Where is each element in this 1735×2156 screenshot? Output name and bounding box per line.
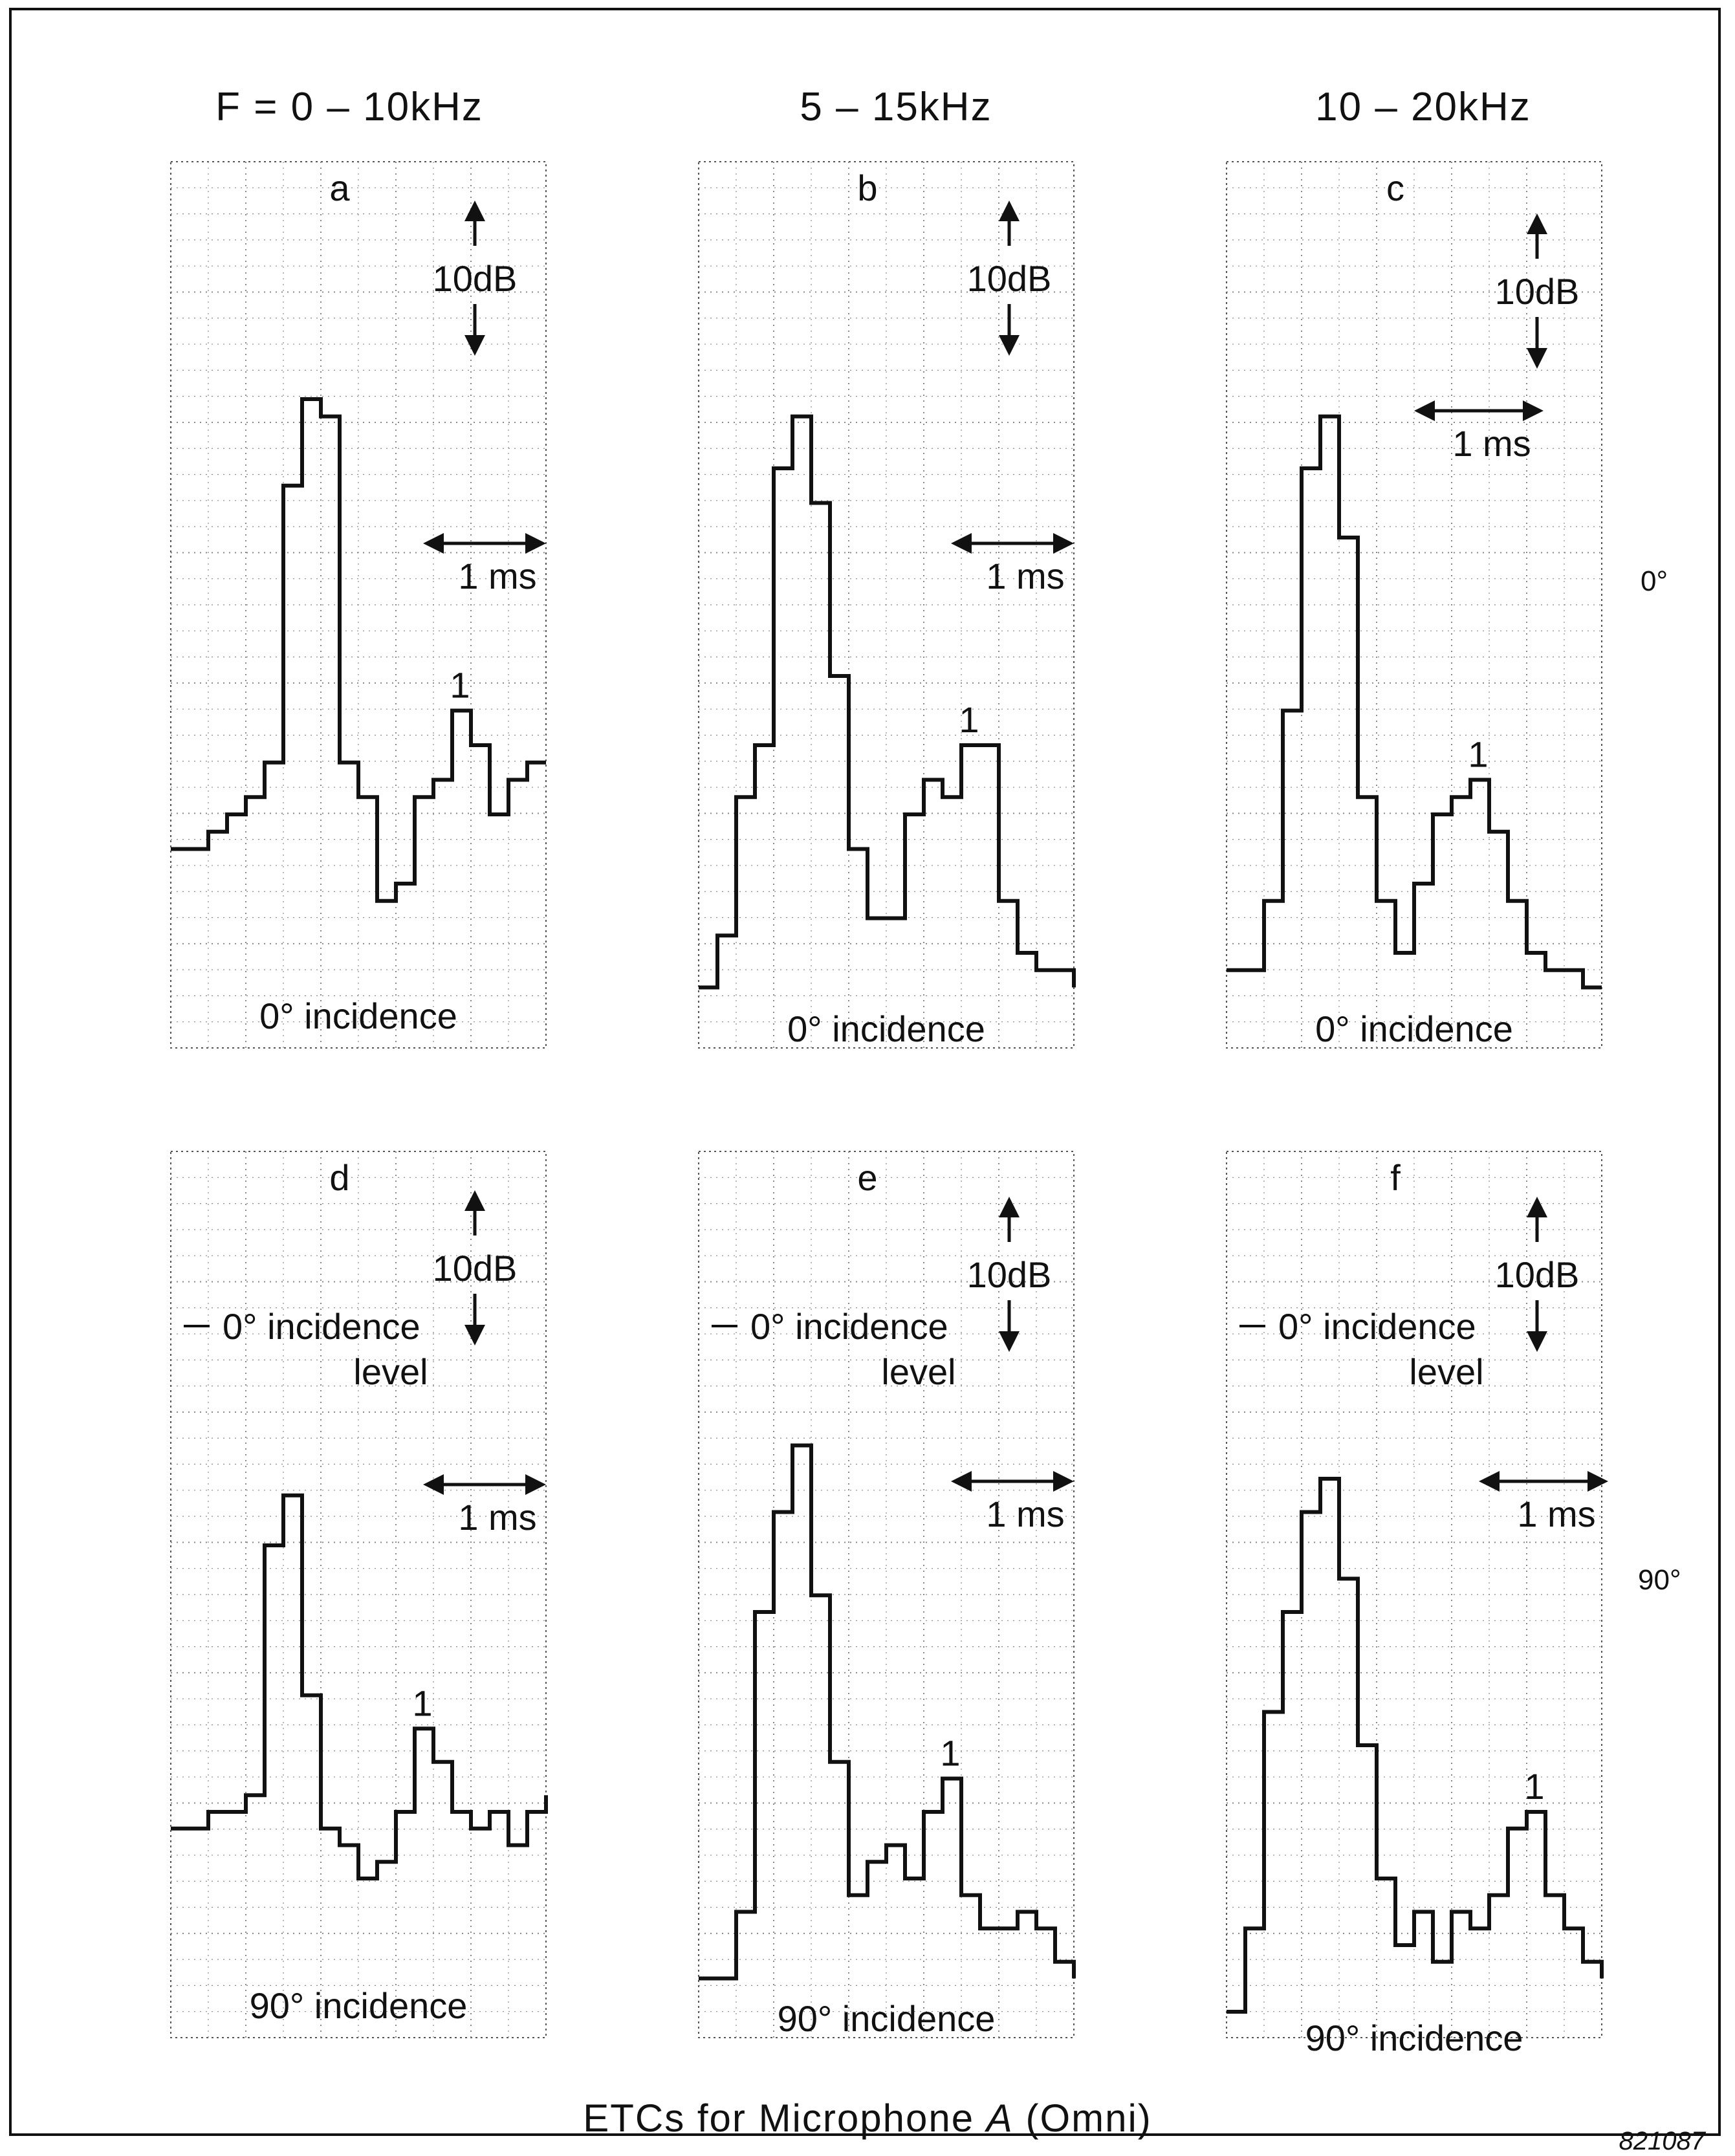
incidence-label-f: 90° incidence [1305, 2018, 1523, 2058]
ms-arrow-right [525, 1474, 546, 1495]
panel-letter-a: a [329, 168, 350, 208]
ms-arrow-right [1053, 1471, 1074, 1492]
reflection-marker-c: 1 [1468, 734, 1488, 775]
ref-level-label: 0° incidence [223, 1306, 420, 1347]
reflection-marker-a: 1 [450, 665, 470, 706]
column-header-5-15khz: 5 – 15kHz [702, 84, 1090, 130]
db-arrow-up [999, 201, 1020, 221]
caption-main: ETCs for Microphone [583, 2096, 987, 2140]
panel-letter-b: b [857, 168, 877, 208]
db-arrow-up [1527, 213, 1547, 234]
ms-arrow-right [525, 533, 546, 554]
db-scale-label: 10dB [1495, 1254, 1580, 1295]
db-arrow-up [464, 1190, 485, 1211]
ms-scale-label: 1 ms [986, 1494, 1064, 1534]
caption-tail: (Omni) [1014, 2096, 1152, 2140]
ref-level-label: 0° incidence [750, 1306, 948, 1347]
db-arrow-up [464, 201, 485, 221]
db-arrow-up [999, 1197, 1020, 1217]
db-arrow-down [464, 335, 485, 356]
db-arrow-up [1527, 1197, 1547, 1217]
db-scale-label: 10dB [433, 1248, 518, 1289]
reflection-marker-b: 1 [959, 699, 979, 740]
etc-trace-c [1227, 417, 1602, 988]
incidence-label-d: 90° incidence [250, 1985, 468, 2026]
column-header-10-20khz: 10 – 20kHz [1229, 84, 1617, 130]
ms-scale-label: 1 ms [986, 556, 1064, 596]
db-scale-label: 10dB [1495, 271, 1580, 312]
row-label-0deg: 0° [1641, 565, 1668, 598]
ms-arrow-left [951, 533, 972, 554]
figure-caption: ETCs for Microphone A (Omni) [0, 2096, 1735, 2140]
etc-panel-c: c 10dB 1 ms 1 0° incidence [1227, 162, 1602, 1048]
row-label-90deg: 90° [1638, 1564, 1681, 1596]
panel-letter-f: f [1390, 1157, 1401, 1198]
incidence-label-a: 0° incidence [259, 996, 457, 1036]
incidence-label-b: 0° incidence [787, 1008, 985, 1049]
db-arrow-down [999, 1331, 1020, 1352]
ms-scale-label: 1 ms [1452, 423, 1531, 464]
db-arrow-down [1527, 348, 1547, 369]
reflection-marker-f: 1 [1524, 1766, 1544, 1807]
panel-letter-e: e [857, 1157, 877, 1198]
ms-scale-label: 1 ms [458, 556, 536, 596]
ms-arrow-left [423, 533, 444, 554]
ref-level-label: 0° incidence [1278, 1306, 1476, 1347]
ms-arrow-left [1414, 400, 1435, 421]
figure-number: 821087 [1619, 2127, 1705, 2156]
ms-arrow-left [1479, 1471, 1500, 1492]
db-scale-label: 10dB [967, 1254, 1052, 1295]
db-arrow-down [999, 335, 1020, 356]
reflection-marker-e: 1 [940, 1733, 960, 1774]
ms-scale-label: 1 ms [1517, 1494, 1595, 1534]
panel-letter-c: c [1386, 168, 1404, 208]
caption-italic: A [987, 2096, 1014, 2140]
incidence-label-c: 0° incidence [1315, 1008, 1513, 1049]
reflection-marker-d: 1 [412, 1682, 432, 1723]
panel-letter-d: d [329, 1157, 349, 1198]
etc-panel-b: b 10dB 1 ms 1 0° incidence [699, 162, 1074, 1048]
etc-panel-a: a 10dB 1 ms 1 0° incidence [171, 162, 546, 1048]
db-arrow-down [1527, 1331, 1547, 1352]
ref-level-label-cont: level [881, 1351, 955, 1392]
ms-arrow-right [1053, 533, 1074, 554]
ms-scale-label: 1 ms [458, 1497, 536, 1538]
ms-arrow-left [951, 1471, 972, 1492]
ms-arrow-left [423, 1474, 444, 1495]
ms-arrow-right [1523, 400, 1544, 421]
incidence-label-e: 90° incidence [778, 1998, 996, 2039]
db-arrow-down [464, 1325, 485, 1345]
column-header-0-10khz: F = 0 – 10kHz [155, 84, 543, 130]
ref-level-label-cont: level [1409, 1351, 1483, 1392]
db-scale-label: 10dB [967, 258, 1052, 299]
ref-level-label-cont: level [353, 1351, 428, 1392]
db-scale-label: 10dB [433, 258, 518, 299]
